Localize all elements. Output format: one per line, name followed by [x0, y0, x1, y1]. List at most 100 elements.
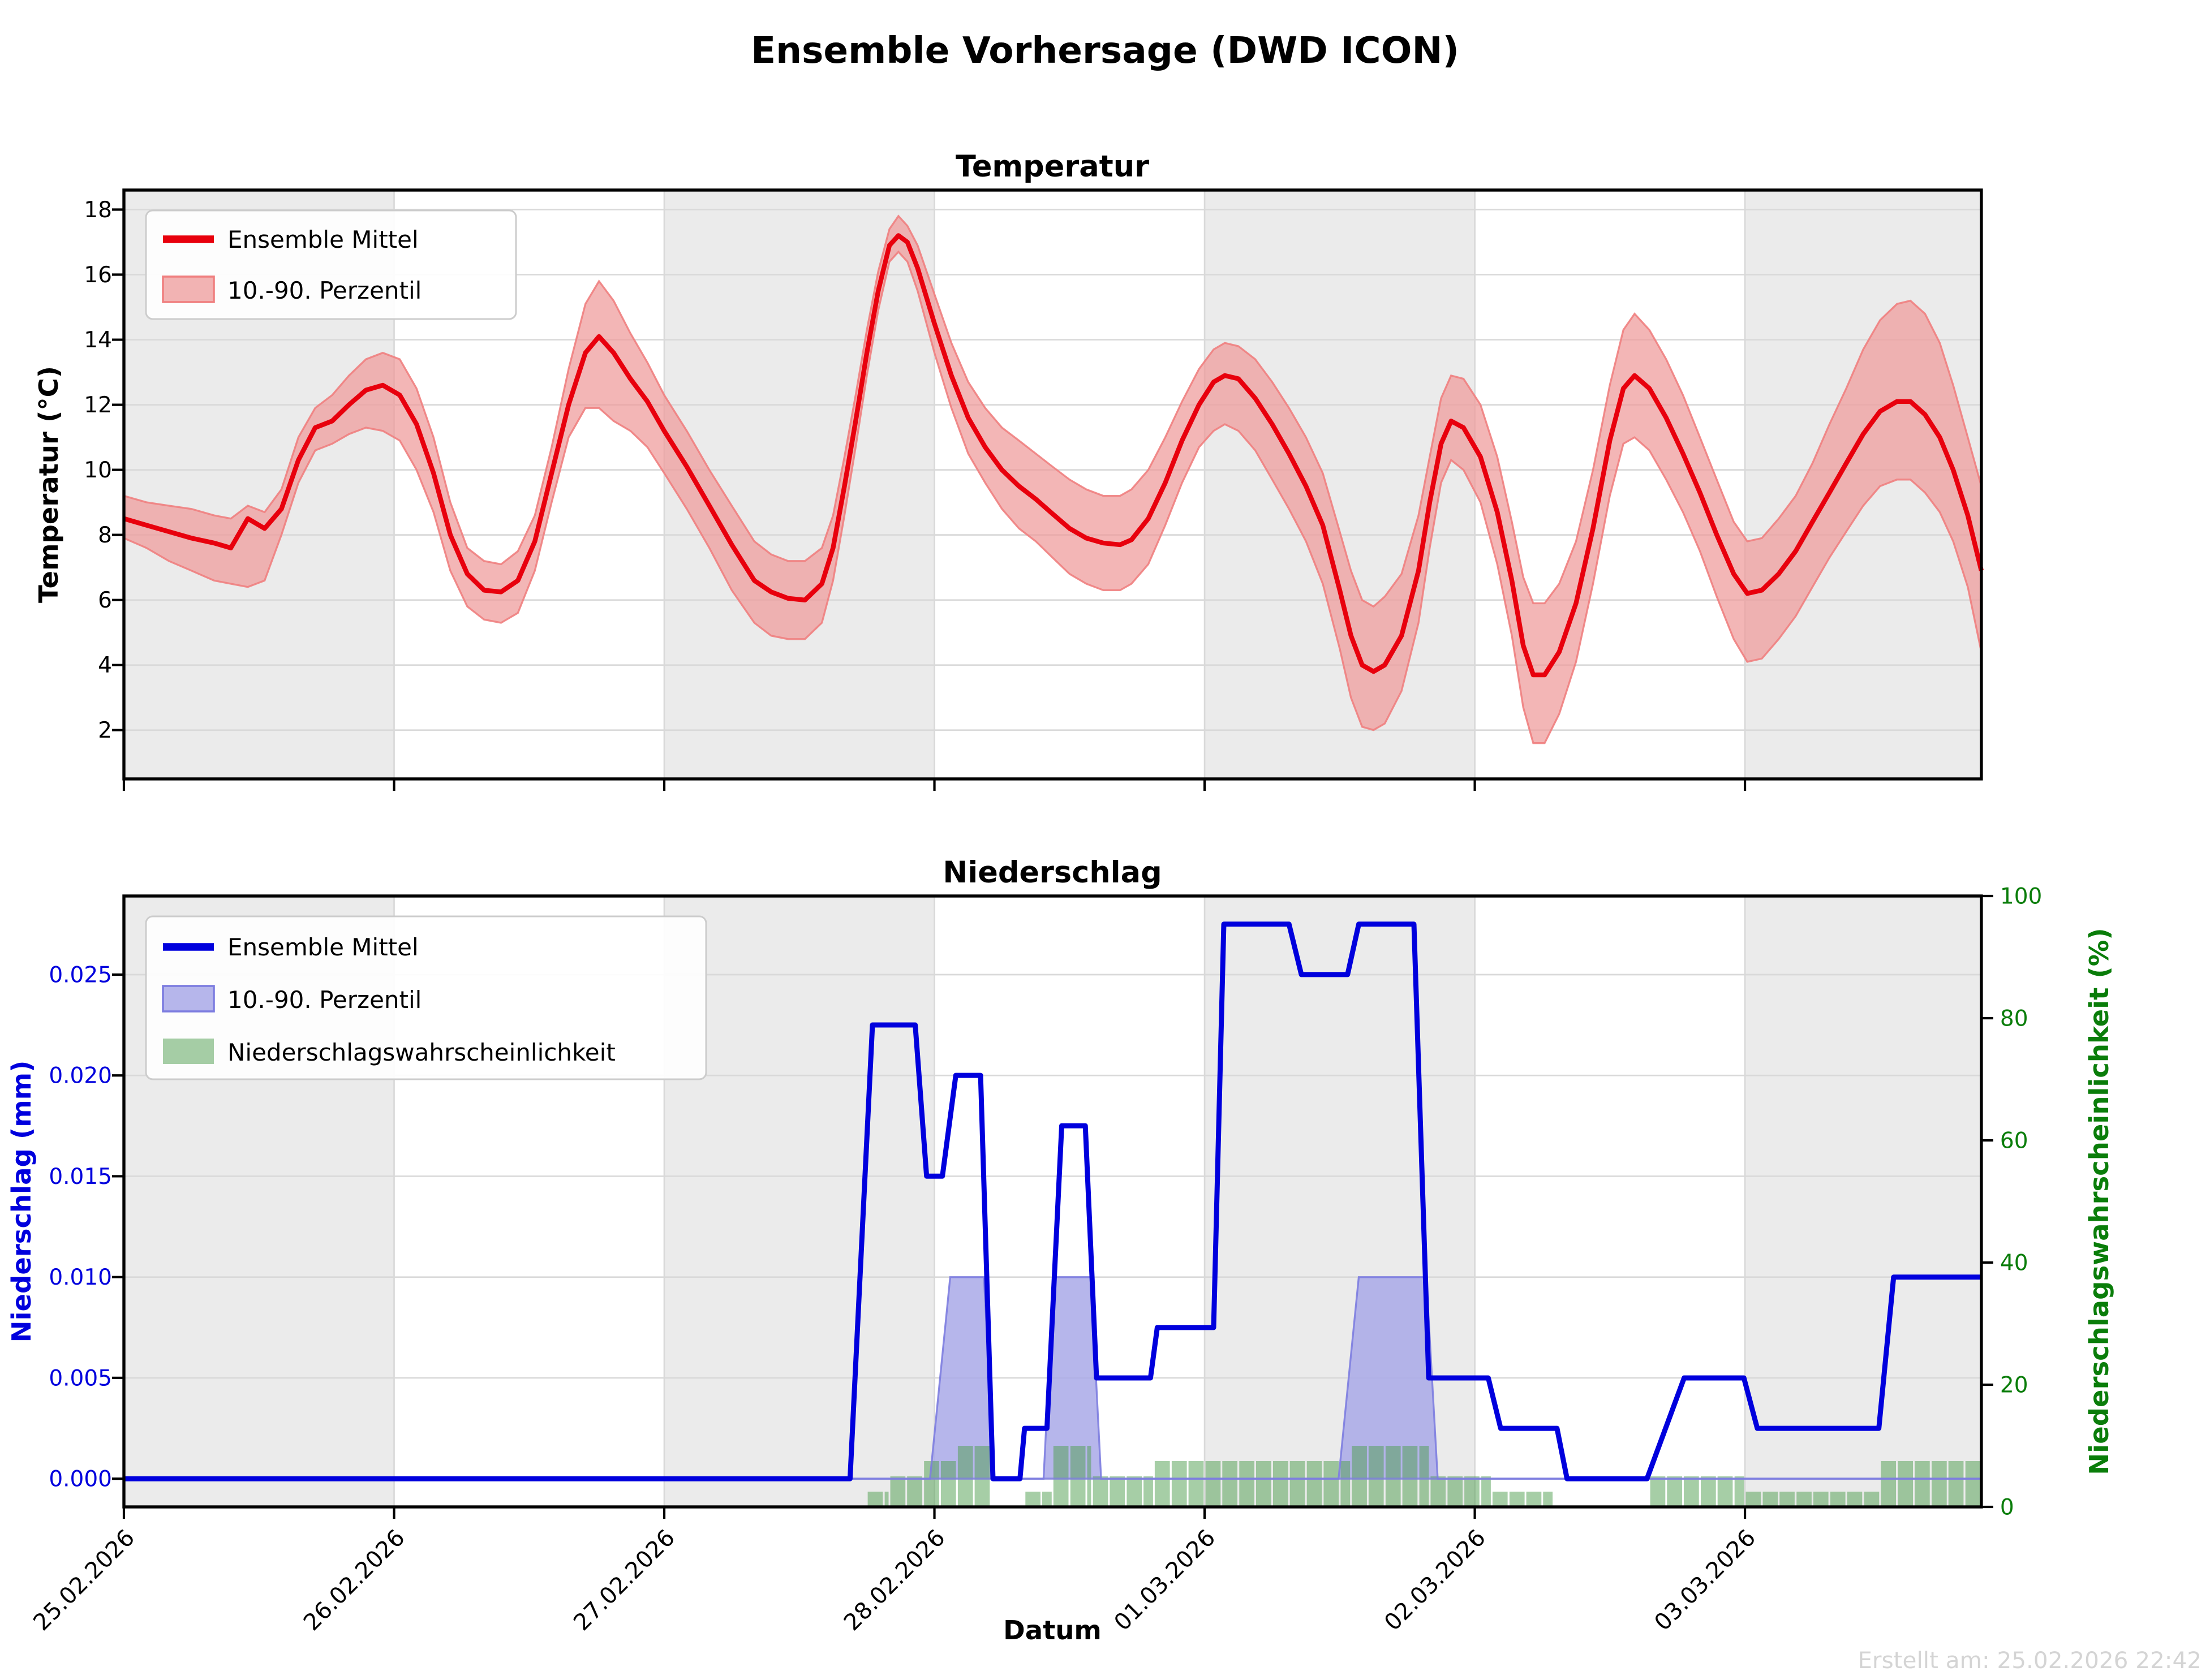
precipitation-probability-bar [1526, 1492, 1542, 1507]
precipitation-probability-bar [1847, 1492, 1863, 1507]
temperature-y-tick-label: 16 [84, 262, 112, 288]
precipitation-probability-bar [890, 1476, 906, 1507]
precipitation-probability-bar [1419, 1446, 1429, 1507]
temperature-tick-labels: 2 4 6 8 10 12 14 16 18 [84, 197, 112, 743]
precipitation-probability-bar [1667, 1476, 1682, 1507]
date-tick-label: 28.02.2026 [839, 1524, 951, 1636]
precipitation-probability-bar [1093, 1476, 1108, 1507]
precipitation-probability-bar [1127, 1476, 1142, 1507]
precipitation-probability-bar [1205, 1461, 1221, 1507]
precipitation-mean-line [124, 921, 1981, 1481]
temperature-legend-box [145, 209, 517, 320]
legend-precip-percentile-label: 10.-90. Perzentil [227, 986, 422, 1014]
temperature-plot-frame [122, 188, 1983, 781]
precipitation-probability-bar [1932, 1461, 1947, 1507]
precipitation-probability-bar [1734, 1476, 1744, 1507]
precipitation-probability-bar [1464, 1476, 1480, 1507]
precipitation-probability-bar [1447, 1476, 1463, 1507]
legend-precip-prob-sample [163, 1039, 214, 1064]
temperature-band-upper-edge [123, 214, 1983, 608]
date-tick-label: 03.03.2026 [1649, 1524, 1761, 1636]
legend-percentile-label: 10.-90. Perzentil [227, 277, 422, 304]
precipitation-left-tick-label: 0.020 [49, 1063, 112, 1089]
precipitation-probability-bar [1154, 1461, 1170, 1507]
precipitation-probability-bar [1239, 1461, 1254, 1507]
precipitation-probability-bar [884, 1492, 889, 1507]
temperature-mean-line [123, 233, 1984, 678]
precipitation-probability-bar [1110, 1476, 1125, 1507]
legend-precip-mean-label: Ensemble Mittel [227, 933, 419, 961]
precipitation-probability-bar [1430, 1476, 1446, 1507]
precipitation-series [124, 921, 1981, 1507]
precipitation-probability-bar [1830, 1492, 1846, 1507]
precipitation-probability-bar [1948, 1461, 1964, 1507]
precipitation-legend-box [145, 915, 707, 1080]
date-tick-labels: 25.02.2026 26.02.2026 27.02.2026 28.02.2026… [28, 1524, 1761, 1636]
precipitation-probability-bar [1340, 1461, 1351, 1507]
legend-precip-percentile-sample [162, 985, 215, 1013]
precipitation-probability-bar [940, 1461, 956, 1507]
precipitation-tick-labels: 0.000 0.005 0.010 0.015 0.020 0.025 0 20 40 60 80 1… [49, 884, 2042, 1520]
precipitation-probability-bar [1306, 1461, 1322, 1507]
precipitation-probability-bar [1915, 1461, 1930, 1507]
temperature-y-tick-label: 12 [84, 393, 112, 418]
precipitation-probability-bar [1385, 1446, 1401, 1507]
precipitation-probability-bar [1509, 1492, 1525, 1507]
precipitation-subtitle: Niederschlag [943, 855, 1162, 890]
figure-title: Ensemble Vorhersage (DWD ICON) [751, 29, 1459, 72]
legend-mean-label: Ensemble Mittel [227, 226, 419, 253]
precipitation-left-tick-label: 0.015 [49, 1164, 112, 1190]
precipitation-probability-bar [1053, 1446, 1069, 1507]
legend-percentile-sample [162, 275, 215, 303]
precipitation-probability-bar [957, 1446, 973, 1507]
precipitation-chart: Niederschlag 0.0000.0050.0100.0150.0200.… [6, 855, 2114, 1636]
legend-precip-prob-label: Niederschlagswahrscheinlichkeit [227, 1039, 616, 1066]
precipitation-probability-bar [1188, 1461, 1204, 1507]
precipitation-left-tick-label: 0.000 [49, 1467, 112, 1492]
precipitation-probability-bar [1717, 1476, 1733, 1507]
precipitation-right-tick-label: 80 [2000, 1006, 2028, 1032]
temperature-y-tick-label: 8 [98, 523, 112, 548]
precipitation-probability-bar [1762, 1492, 1778, 1507]
precipitation-probability-bar [1143, 1476, 1153, 1507]
creation-timestamp: Erstellt am: 25.02.2026 22:42 [1858, 1647, 2202, 1674]
precipitation-probability-bar [1025, 1492, 1040, 1507]
precipitation-probability-bar [1070, 1446, 1086, 1507]
precipitation-probability-bar [1222, 1461, 1237, 1507]
precipitation-tick-marks [112, 894, 1993, 1519]
precipitation-probability-bar [907, 1476, 922, 1507]
precipitation-band-upper-edge [124, 1276, 1981, 1480]
precipitation-probability-bar [1543, 1492, 1553, 1507]
precipitation-probability-bar [1273, 1461, 1288, 1507]
precipitation-percentile-band [124, 1277, 1981, 1479]
precipitation-probability-bar [1684, 1476, 1699, 1507]
temperature-y-tick-label: 4 [98, 653, 112, 678]
precipitation-right-tick-label: 20 [2000, 1373, 2028, 1398]
date-tick-label: 02.03.2026 [1379, 1524, 1491, 1636]
precipitation-probability-bar [1779, 1492, 1795, 1507]
precipitation-probability-bar [1796, 1492, 1812, 1507]
date-tick-label: 27.02.2026 [568, 1524, 680, 1636]
precipitation-probability-bar [1492, 1492, 1508, 1507]
precipitation-probability-bar [1402, 1446, 1418, 1507]
precipitation-left-tick-label: 0.010 [49, 1265, 112, 1290]
precipitation-legend: Ensemble Mittel 10.-90. Perzentil Nieder… [145, 915, 707, 1080]
temperature-ylabel: Temperatur (°C) [33, 366, 64, 603]
temperature-y-tick-label: 14 [84, 328, 112, 353]
precipitation-probability-bar [1323, 1461, 1339, 1507]
precipitation-probability-bar [1481, 1476, 1491, 1507]
temperature-y-tick-label: 10 [84, 458, 112, 483]
temperature-legend: Ensemble Mittel 10.-90. Perzentil [145, 209, 517, 320]
precipitation-probability-bar [1745, 1492, 1761, 1507]
precipitation-probability-bar [974, 1446, 990, 1507]
precipitation-probability-bar [1042, 1492, 1052, 1507]
precipitation-probability-bar [1171, 1461, 1187, 1507]
precipitation-plot-frame [122, 894, 1983, 1509]
precipitation-probability-bar [1087, 1446, 1091, 1507]
precipitation-right-tick-label: 100 [2000, 884, 2042, 910]
temperature-tick-marks [112, 208, 1747, 791]
precipitation-right-tick-label: 0 [2000, 1495, 2014, 1520]
date-tick-label: 26.02.2026 [298, 1524, 410, 1636]
temperature-y-tick-label: 18 [84, 197, 112, 223]
